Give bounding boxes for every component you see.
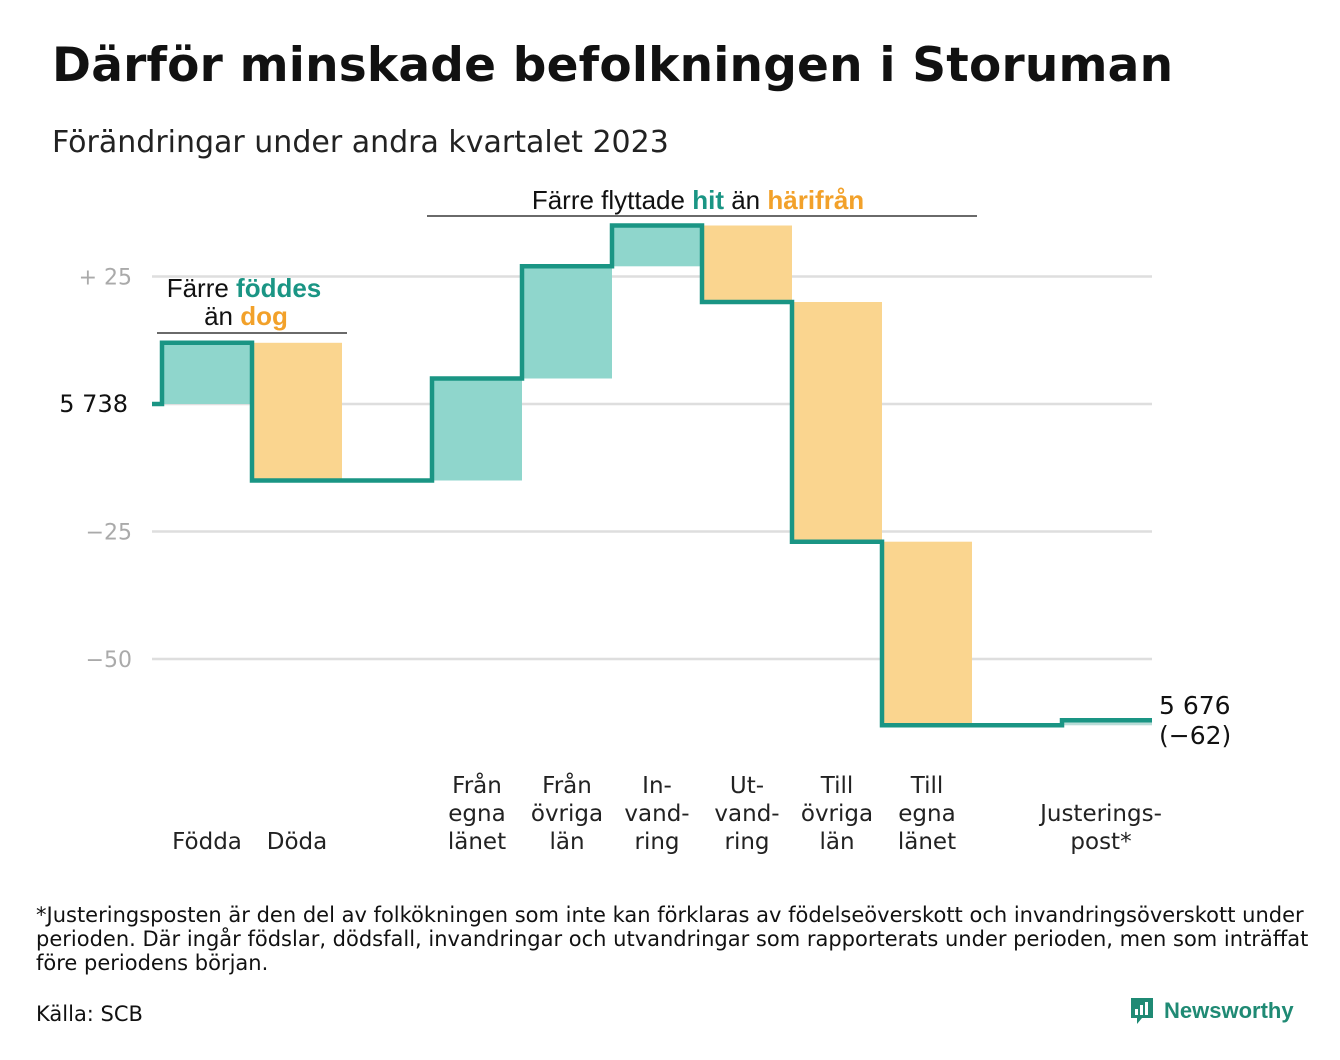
category-label: Ut-: [730, 773, 764, 799]
category-label: Justerings-: [1038, 801, 1162, 827]
y-tick-label: −50: [86, 648, 132, 673]
category-label: In-: [642, 773, 672, 799]
end-change-label: (−62): [1159, 721, 1231, 750]
chart-title: Därför minskade befolkningen i Storuman: [52, 38, 1174, 93]
annotation-births-line2: än dog: [204, 301, 288, 331]
end-value-label: 5 676: [1159, 691, 1231, 720]
bar-adjustment: [1062, 720, 1152, 726]
category-label: Döda: [267, 829, 327, 855]
y-tick-label: + 25: [79, 266, 132, 291]
start-value-label: 5 738: [59, 390, 128, 418]
bar-decrease: [792, 302, 882, 542]
bar-decrease: [252, 342, 342, 481]
category-label: Från: [542, 771, 592, 799]
brand-name: Newsworthy: [1164, 998, 1294, 1023]
category-label: Födda: [172, 829, 242, 855]
annotation-migration: Färre flyttade hit än härifrån: [427, 185, 977, 217]
cumulative-line: [152, 223, 1152, 728]
bar-decrease: [702, 225, 792, 302]
chart-subtitle: Förändringar under andra kvartalet 2023: [52, 125, 669, 160]
category-label: vand-: [714, 801, 779, 827]
annotation-migration-text: Färre flyttade hit än härifrån: [532, 185, 864, 215]
category-label: län: [549, 829, 584, 855]
y-tick-label: −25: [86, 521, 132, 546]
category-label: Till: [910, 773, 944, 799]
bar-increase: [432, 378, 522, 481]
category-label: Från: [452, 771, 502, 799]
category-label: Till: [820, 773, 854, 799]
annotation-births-line1: Färre föddes: [167, 273, 322, 303]
category-label: ring: [724, 829, 769, 855]
category-label: län: [819, 829, 854, 855]
brand-logo: Newsworthy: [1129, 996, 1294, 1026]
bar-decrease: [882, 541, 972, 726]
category-label: övriga: [531, 801, 603, 827]
category-label: egna: [448, 801, 505, 827]
bar-increase: [162, 342, 252, 404]
category-label: ring: [634, 829, 679, 855]
newsworthy-logo-icon: [1131, 998, 1153, 1024]
category-label: länet: [448, 829, 506, 855]
category-label: vand-: [624, 801, 689, 827]
source-label: Källa: SCB: [36, 1002, 143, 1026]
category-label: övriga: [801, 801, 873, 827]
bar-increase: [612, 225, 702, 267]
category-label: egna: [898, 801, 955, 827]
footnote: *Justeringsposten är den del av folkökni…: [36, 903, 1309, 975]
category-label: länet: [898, 829, 956, 855]
bar-increase: [522, 266, 612, 379]
category-label: post*: [1070, 829, 1131, 855]
